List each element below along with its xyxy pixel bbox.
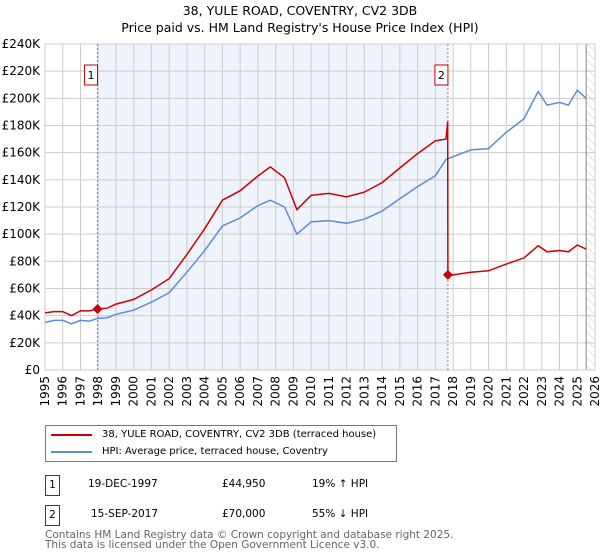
y-tick-label: £100K	[2, 227, 42, 241]
sale-point	[442, 269, 453, 280]
x-tick-label: 2019	[464, 376, 478, 407]
legend-label: HPI: Average price, terraced house, Cove…	[102, 446, 328, 457]
chart-title: 38, YULE ROAD, COVENTRY, CV2 3DB Price p…	[0, 2, 600, 36]
sale-label: 2	[438, 69, 445, 82]
y-tick-label: £0	[25, 363, 40, 377]
y-tick-label: £200K	[2, 91, 42, 105]
x-tick-label: 2022	[517, 376, 531, 407]
y-tick-label: £80K	[9, 254, 41, 268]
price-chart: 1995 1996 1997 1998 1999 2000 2001 2002 2003 2004…	[2, 37, 600, 407]
legend: 38, YULE ROAD, COVENTRY, CV2 3DB (terrac…	[45, 425, 397, 462]
transaction-row: 1 19-DEC-1997 £44,950 19% ↑ HPI	[45, 475, 465, 496]
legend-item-property: 38, YULE ROAD, COVENTRY, CV2 3DB (terrac…	[51, 429, 376, 440]
x-tick-label: 2020	[482, 376, 496, 407]
x-tick-label: 2001	[144, 376, 158, 407]
sale-point	[92, 303, 103, 314]
transaction-marker: 1	[45, 475, 60, 496]
transaction-row: 2 15-SEP-2017 £70,000 55% ↓ HPI	[45, 505, 465, 526]
x-tick-label: 2016	[411, 376, 425, 407]
x-tick-label: 2010	[304, 376, 318, 407]
x-tick-label: 2005	[215, 376, 229, 407]
footer-line-2: This data is licensed under the Open Gov…	[45, 539, 380, 551]
y-tick-label: £220K	[2, 64, 42, 78]
x-tick-label: 2007	[251, 376, 265, 407]
x-tick-label: 2012	[340, 376, 354, 407]
sale-label-box	[84, 64, 99, 86]
x-tick-label: 2009	[286, 376, 300, 407]
y-tick-label: £120K	[2, 200, 42, 214]
y-tick-label: £160K	[2, 146, 42, 160]
x-tick-label: 2003	[180, 376, 194, 407]
x-tick-label: 2002	[162, 376, 176, 407]
x-tick-label: 2013	[357, 376, 371, 407]
legend-label: 38, YULE ROAD, COVENTRY, CV2 3DB (terrac…	[102, 429, 377, 440]
x-tick-label: 2000	[127, 376, 141, 407]
x-tick-label: 2006	[233, 376, 247, 407]
plot-frame	[44, 43, 596, 371]
y-tick-label: £40K	[9, 309, 41, 323]
legend-swatch-blue	[51, 450, 92, 453]
x-tick-label: 2011	[322, 376, 336, 407]
x-tick-label: 2024	[553, 376, 567, 407]
x-tick-label: 1998	[91, 376, 105, 407]
transaction-marker: 2	[45, 505, 60, 526]
x-tick-label: 2018	[446, 376, 460, 407]
legend-swatch-red	[51, 433, 92, 436]
x-tick-label: 2004	[198, 376, 212, 407]
transaction-hpi: 19% ↑ HPI	[312, 478, 369, 490]
title-line-2: Price paid vs. HM Land Registry's House …	[121, 20, 479, 35]
transaction-hpi: 55% ↓ HPI	[312, 508, 369, 520]
y-tick-label: £180K	[2, 119, 42, 133]
x-tick-label: 2015	[393, 376, 407, 407]
legend-item-hpi: HPI: Average price, terraced house, Cove…	[51, 446, 328, 457]
hpi-line	[44, 89, 587, 325]
transaction-price: £44,950	[222, 478, 266, 490]
y-tick-label: £60K	[9, 282, 41, 296]
x-tick-label: 1997	[73, 376, 87, 407]
transaction-price: £70,000	[222, 508, 266, 520]
y-tick-label: £140K	[2, 173, 42, 187]
x-tick-label: 2021	[499, 376, 513, 407]
transaction-date: 19-DEC-1997	[88, 478, 158, 490]
x-tick-label: 1995	[38, 376, 52, 407]
x-tick-label: 1999	[109, 376, 123, 407]
title-line-1: 38, YULE ROAD, COVENTRY, CV2 3DB	[182, 3, 418, 18]
sale-label: 1	[88, 69, 95, 82]
x-tick-label: 2026	[588, 376, 600, 407]
y-tick-label: £20K	[9, 336, 41, 350]
transaction-date: 15-SEP-2017	[91, 508, 159, 520]
sale-label-box	[434, 64, 449, 86]
y-tick-label: £240K	[2, 37, 42, 51]
x-tick-label: 2008	[269, 376, 283, 407]
footer-line-1: Contains HM Land Registry data © Crown c…	[45, 529, 454, 541]
x-tick-label: 2014	[375, 376, 389, 407]
x-tick-label: 2023	[535, 376, 549, 407]
x-tick-label: 2017	[428, 376, 442, 407]
x-tick-label: 1996	[56, 376, 70, 407]
footer: Contains HM Land Registry data © Crown c…	[45, 529, 454, 551]
x-tick-label: 2025	[570, 376, 584, 407]
